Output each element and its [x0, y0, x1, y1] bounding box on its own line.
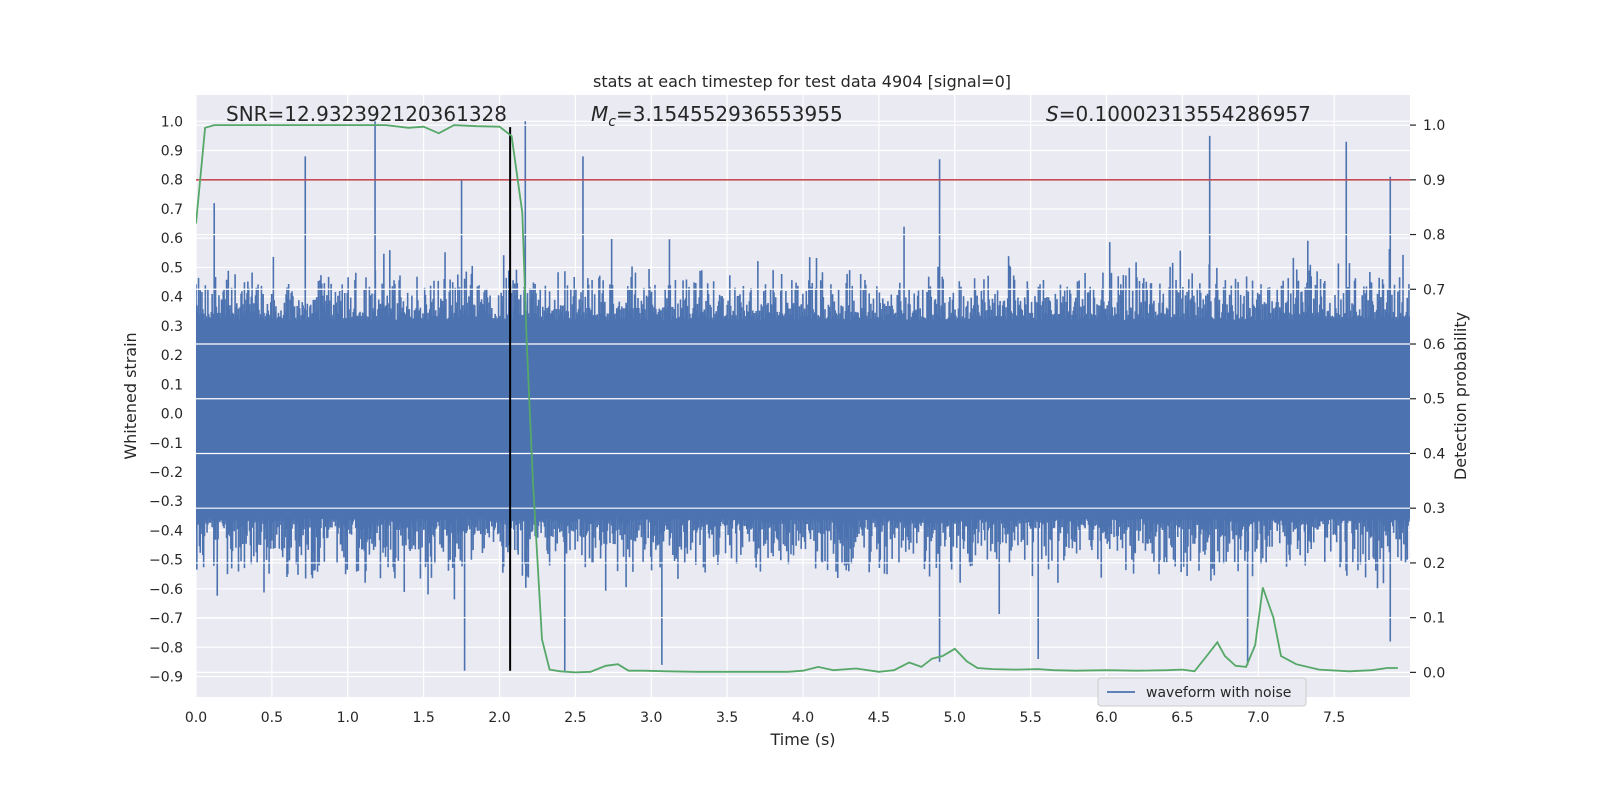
- legend: waveform with noise: [1097, 677, 1307, 707]
- y-right-tick-label: 0.0: [1423, 665, 1445, 681]
- legend-box: [1097, 677, 1307, 707]
- y-left-tick-label: −0.1: [149, 436, 183, 452]
- x-tick-label: 0.0: [185, 710, 207, 726]
- x-tick-label: 3.0: [640, 710, 662, 726]
- x-tick-label: 7.0: [1247, 710, 1269, 726]
- y-left-tick-label: 0.3: [161, 319, 183, 335]
- y-right-tick-label: 0.7: [1423, 282, 1445, 298]
- y-left-tick-label: −0.4: [149, 523, 183, 539]
- y-left-axis-ticks: 1.0 0.9 0.8 0.7 0.6 0.5 0.4 0.3 0.2 0.1 0.0 −0.1 −0.…: [149, 114, 183, 685]
- y-left-tick-label: 0.9: [161, 144, 183, 160]
- x-tick-label: 0.5: [261, 710, 283, 726]
- x-axis-label: Time (s): [769, 730, 835, 749]
- y-left-tick-label: 0.0: [161, 407, 183, 423]
- chirp-mass-subscript: c: [608, 114, 616, 130]
- legend-label: waveform with noise: [1146, 685, 1291, 701]
- s-value: =0.10002313554286957: [1059, 102, 1311, 126]
- y-right-tick-label: 1.0: [1423, 118, 1445, 134]
- y-left-tick-label: 0.6: [161, 231, 183, 247]
- y-left-tick-label: −0.9: [149, 670, 183, 686]
- y-left-axis-label: Whitened strain: [121, 332, 140, 459]
- y-left-tick-label: −0.7: [149, 611, 183, 627]
- y-left-tick-label: −0.2: [149, 465, 183, 481]
- y-left-tick-label: −0.8: [149, 640, 183, 656]
- s-symbol: S: [1046, 102, 1059, 126]
- chart-title: stats at each timestep for test data 490…: [593, 72, 1011, 91]
- y-right-tick-label: 0.3: [1423, 501, 1445, 517]
- x-tick-label: 4.5: [868, 710, 890, 726]
- y-right-tick-label: 0.5: [1423, 392, 1445, 408]
- x-tick-label: 2.5: [564, 710, 586, 726]
- x-tick-label: 5.5: [1019, 710, 1041, 726]
- right-axis-gridlines: [196, 124, 1410, 673]
- y-left-tick-label: 0.8: [161, 173, 183, 189]
- x-tick-label: 6.5: [1171, 710, 1193, 726]
- y-left-tick-label: −0.5: [149, 553, 183, 569]
- y-right-tick-label: 0.9: [1423, 173, 1445, 189]
- x-tick-label: 1.5: [412, 710, 434, 726]
- x-tick-label: 3.5: [716, 710, 738, 726]
- y-left-tick-label: 0.7: [161, 202, 183, 218]
- y-right-tick-label: 0.6: [1423, 337, 1445, 353]
- x-tick-label: 4.0: [792, 710, 814, 726]
- y-right-tick-label: 0.2: [1423, 556, 1445, 572]
- y-left-tick-label: 0.4: [161, 290, 183, 306]
- chirp-mass-value: =3.154552936553955: [616, 102, 843, 126]
- s-annotation: S=0.10002313554286957: [1046, 102, 1311, 126]
- chirp-mass-symbol: M: [591, 102, 608, 126]
- x-tick-label: 2.0: [488, 710, 510, 726]
- y-right-tick-label: 0.1: [1423, 611, 1445, 627]
- x-tick-label: 7.5: [1323, 710, 1345, 726]
- chirp-mass-annotation: Mc=3.154552936553955: [591, 102, 843, 130]
- x-tick-label: 5.0: [944, 710, 966, 726]
- y-left-tick-label: 0.2: [161, 348, 183, 364]
- y-left-tick-label: −0.3: [149, 494, 183, 510]
- snr-annotation: SNR=12.932392120361328: [226, 102, 507, 126]
- probability-line: [196, 124, 1398, 674]
- y-right-axis-label: Detection probability: [1451, 312, 1470, 480]
- y-left-tick-label: 1.0: [161, 114, 183, 130]
- y-right-axis-ticks: 1.0 0.9 0.8 0.7 0.6 0.5 0.4 0.3 0.2 0.1 0.0: [1410, 118, 1445, 681]
- y-right-tick-label: 0.8: [1423, 228, 1445, 244]
- x-tick-label: 1.0: [337, 710, 359, 726]
- x-axis-ticks: 0.0 0.5 1.0 1.5 2.0 2.5 3.0 3.5 4.0 4.5 5.0 5.5 6.0 6…: [185, 710, 1345, 726]
- y-left-tick-label: 0.5: [161, 260, 183, 276]
- y-left-tick-label: 0.1: [161, 377, 183, 393]
- x-tick-label: 6.0: [1095, 710, 1117, 726]
- y-left-tick-label: −0.6: [149, 582, 183, 598]
- y-right-tick-label: 0.4: [1423, 446, 1445, 462]
